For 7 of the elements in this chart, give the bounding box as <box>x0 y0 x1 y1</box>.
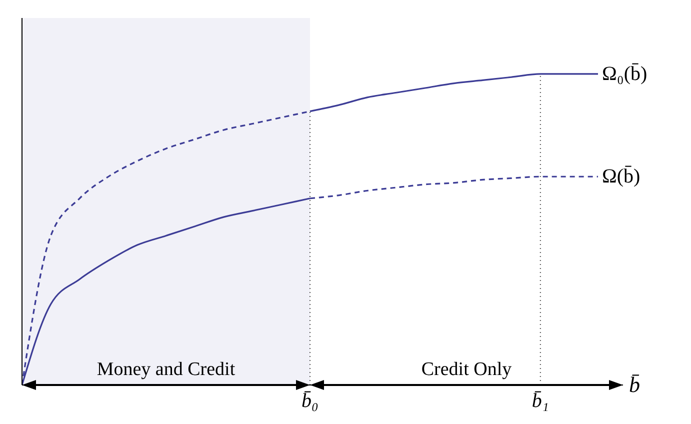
series-label: Ω₀(b̄) <box>602 62 648 85</box>
x-tick-label: b̄₀ <box>302 390 319 412</box>
annotation: Money and Credit <box>96 359 236 380</box>
x-axis-title: b̄ <box>629 372 640 397</box>
x-tick-label: b̄₁ <box>532 390 549 412</box>
series-label: Ω(b̄) <box>602 165 640 188</box>
annotation: Credit Only <box>421 359 512 380</box>
